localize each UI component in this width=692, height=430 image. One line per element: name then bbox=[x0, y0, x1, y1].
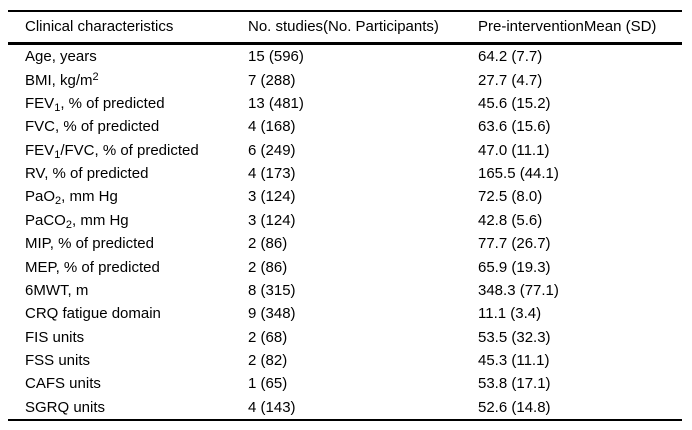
cell-clinical-characteristic: FVC, % of predicted bbox=[25, 118, 160, 136]
table-header: Clinical characteristics No. studies(No.… bbox=[8, 11, 682, 44]
cell-pre-intervention-mean-sd: 53.8 (17.1) bbox=[478, 375, 551, 393]
cell-clinical-characteristic: PaO2, mm Hg bbox=[25, 188, 118, 208]
cell-clinical-characteristic: Age, years bbox=[25, 48, 97, 66]
table-row: 6MWT, m 8 (315) 348.3 (77.1) bbox=[8, 279, 682, 302]
subscript: 2 bbox=[55, 195, 62, 208]
cell-pre-intervention-mean-sd: 11.1 (3.4) bbox=[478, 305, 542, 323]
subscript: 1 bbox=[54, 148, 61, 161]
cell-clinical-characteristic: 6MWT, m bbox=[25, 281, 89, 299]
cell-clinical-characteristic: BMI, kg/m2 bbox=[25, 70, 99, 89]
table-row: BMI, kg/m2 7 (288) 27.7 (4.7) bbox=[8, 68, 682, 91]
cell-clinical-characteristic: FIS units bbox=[25, 328, 85, 346]
cell-no-studies-participants: 13 (481) bbox=[248, 94, 304, 112]
table-row: FIS units 2 (68) 53.5 (32.3) bbox=[8, 326, 682, 349]
clinical-characteristics-table: Clinical characteristics No. studies(No.… bbox=[8, 10, 682, 421]
column-header-pre-intervention-mean-sd: Pre-interventionMean (SD) bbox=[478, 18, 657, 35]
cell-pre-intervention-mean-sd: 65.9 (19.3) bbox=[478, 258, 551, 276]
cell-no-studies-participants: 15 (596) bbox=[248, 48, 304, 66]
cell-pre-intervention-mean-sd: 27.7 (4.7) bbox=[478, 71, 543, 89]
table-row: FVC, % of predicted 4 (168) 63.6 (15.6) bbox=[8, 115, 682, 138]
cell-clinical-characteristic: FSS units bbox=[25, 352, 91, 370]
cell-clinical-characteristic: CAFS units bbox=[25, 375, 101, 393]
table-row: FSS units 2 (82) 45.3 (11.1) bbox=[8, 349, 682, 372]
table-row: Age, years 15 (596) 64.2 (7.7) bbox=[8, 44, 682, 69]
cell-no-studies-participants: 2 (86) bbox=[248, 258, 288, 276]
cell-no-studies-participants: 3 (124) bbox=[248, 211, 296, 229]
cell-no-studies-participants: 6 (249) bbox=[248, 141, 296, 159]
cell-pre-intervention-mean-sd: 45.6 (15.2) bbox=[478, 94, 551, 112]
cell-no-studies-participants: 3 (124) bbox=[248, 188, 296, 206]
cell-no-studies-participants: 1 (65) bbox=[248, 375, 288, 393]
cell-no-studies-participants: 4 (168) bbox=[248, 118, 296, 136]
cell-no-studies-participants: 9 (348) bbox=[248, 305, 296, 323]
cell-no-studies-participants: 8 (315) bbox=[248, 281, 296, 299]
cell-clinical-characteristic: MIP, % of predicted bbox=[25, 235, 154, 253]
cell-pre-intervention-mean-sd: 45.3 (11.1) bbox=[478, 352, 550, 370]
cell-clinical-characteristic: MEP, % of predicted bbox=[25, 258, 160, 276]
cell-clinical-characteristic: SGRQ units bbox=[25, 398, 106, 416]
table-row: CAFS units 1 (65) 53.8 (17.1) bbox=[8, 372, 682, 395]
subscript: 1 bbox=[54, 101, 61, 114]
cell-no-studies-participants: 2 (86) bbox=[248, 235, 288, 253]
cell-no-studies-participants: 4 (173) bbox=[248, 165, 296, 183]
cell-clinical-characteristic: FEV1/FVC, % of predicted bbox=[25, 141, 199, 161]
table-row: CRQ fatigue domain 9 (348) 11.1 (3.4) bbox=[8, 302, 682, 325]
cell-clinical-characteristic: RV, % of predicted bbox=[25, 165, 149, 183]
column-header-no-studies-participants: No. studies(No. Participants) bbox=[248, 18, 439, 35]
cell-clinical-characteristic: PaCO2, mm Hg bbox=[25, 211, 129, 231]
cell-pre-intervention-mean-sd: 72.5 (8.0) bbox=[478, 188, 543, 206]
cell-pre-intervention-mean-sd: 53.5 (32.3) bbox=[478, 328, 551, 346]
table-row: PaCO2, mm Hg 3 (124) 42.8 (5.6) bbox=[8, 209, 682, 232]
cell-pre-intervention-mean-sd: 52.6 (14.8) bbox=[478, 398, 551, 416]
cell-pre-intervention-mean-sd: 63.6 (15.6) bbox=[478, 118, 551, 136]
cell-pre-intervention-mean-sd: 42.8 (5.6) bbox=[478, 211, 543, 229]
cell-pre-intervention-mean-sd: 77.7 (26.7) bbox=[478, 235, 551, 253]
cell-no-studies-participants: 7 (288) bbox=[248, 71, 296, 89]
cell-pre-intervention-mean-sd: 165.5 (44.1) bbox=[478, 165, 559, 183]
superscript: 2 bbox=[92, 70, 99, 83]
subscript: 2 bbox=[65, 218, 72, 231]
cell-pre-intervention-mean-sd: 47.0 (11.1) bbox=[478, 141, 550, 159]
table-body: Age, years 15 (596) 64.2 (7.7) BMI, kg/m2 7 … bbox=[8, 44, 682, 421]
cell-no-studies-participants: 2 (82) bbox=[248, 352, 288, 370]
table-header-row: Clinical characteristics No. studies(No.… bbox=[8, 11, 682, 44]
table-row: PaO2, mm Hg 3 (124) 72.5 (8.0) bbox=[8, 185, 682, 208]
table-row: SGRQ units 4 (143) 52.6 (14.8) bbox=[8, 396, 682, 420]
column-header-clinical-characteristics: Clinical characteristics bbox=[25, 18, 174, 35]
cell-no-studies-participants: 4 (143) bbox=[248, 398, 296, 416]
cell-pre-intervention-mean-sd: 64.2 (7.7) bbox=[478, 48, 543, 66]
table-row: FEV1/FVC, % of predicted 6 (249) 47.0 (11.… bbox=[8, 139, 682, 162]
table-row: FEV1, % of predicted 13 (481) 45.6 (15.2) bbox=[8, 92, 682, 115]
cell-clinical-characteristic: FEV1, % of predicted bbox=[25, 94, 165, 114]
table-row: MEP, % of predicted 2 (86) 65.9 (19.3) bbox=[8, 255, 682, 278]
cell-clinical-characteristic: CRQ fatigue domain bbox=[25, 305, 161, 323]
cell-pre-intervention-mean-sd: 348.3 (77.1) bbox=[478, 281, 559, 299]
cell-no-studies-participants: 2 (68) bbox=[248, 328, 288, 346]
table-row: MIP, % of predicted 2 (86) 77.7 (26.7) bbox=[8, 232, 682, 255]
table-row: RV, % of predicted 4 (173) 165.5 (44.1) bbox=[8, 162, 682, 185]
